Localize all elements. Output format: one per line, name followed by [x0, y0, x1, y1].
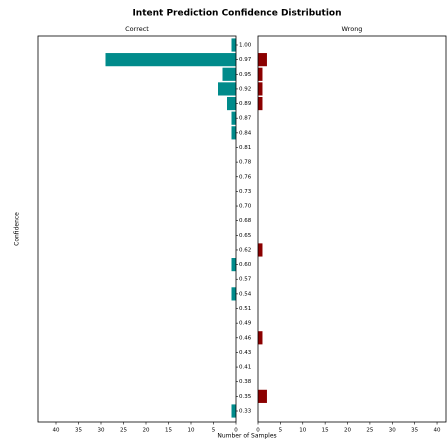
x-tick-label: 5: [212, 428, 216, 434]
y-tick-label: 0.81: [239, 145, 251, 151]
x-tick-label: 35: [75, 428, 82, 434]
x-tick-label: 25: [120, 428, 127, 434]
bar: [258, 243, 263, 257]
y-tick-label: 1.00: [239, 43, 252, 49]
y-tick-label: 0.43: [239, 350, 252, 356]
bar: [258, 82, 263, 96]
bar: [222, 67, 236, 81]
y-tick-label: 0.38: [239, 379, 252, 385]
x-tick-label: 15: [165, 428, 172, 434]
bar: [231, 404, 236, 418]
x-tick-label: 30: [389, 428, 396, 434]
y-tick-label: 0.35: [239, 394, 252, 400]
bar: [258, 67, 263, 81]
x-tick-label: 25: [366, 428, 373, 434]
bar: [231, 287, 236, 301]
bar: [105, 53, 236, 67]
x-axis-label: Number of Samples: [217, 433, 276, 440]
y-tick-label: 0.49: [239, 321, 252, 327]
y-tick-label: 0.33: [239, 409, 252, 415]
panel-title: Wrong: [342, 25, 363, 33]
x-tick-label: 10: [188, 428, 195, 434]
bar: [258, 331, 263, 345]
bar: [258, 96, 263, 111]
bar: [258, 53, 267, 67]
y-tick-label: 0.84: [239, 130, 252, 136]
y-tick-label: 0.89: [239, 101, 252, 107]
bar: [258, 389, 267, 403]
axes-frame: [257, 35, 447, 423]
bar: [231, 126, 236, 140]
x-tick-label: 20: [143, 428, 150, 434]
y-tick-label: 0.73: [239, 189, 252, 195]
x-tick-label: 40: [434, 428, 441, 434]
y-tick-label: 0.51: [239, 306, 251, 312]
y-tick-label: 0.68: [239, 218, 252, 224]
y-tick-label: 0.95: [239, 72, 252, 78]
y-tick-label: 0.92: [239, 86, 251, 92]
y-tick-label: 0.62: [239, 247, 251, 253]
y-tick-label: 0.76: [239, 174, 252, 180]
y-tick-label: 0.41: [239, 365, 251, 371]
bar: [231, 258, 236, 272]
x-tick-label: 30: [98, 428, 105, 434]
x-tick-label: 0: [256, 428, 260, 434]
y-tick-label: 0.78: [239, 160, 252, 166]
x-tick-label: 10: [299, 428, 306, 434]
x-tick-label: 20: [344, 428, 351, 434]
x-tick-label: 35: [411, 428, 418, 434]
x-tick-label: 40: [53, 428, 60, 434]
x-tick-label: 0: [234, 428, 238, 434]
y-tick-label: 0.87: [239, 116, 252, 122]
x-tick-label: 5: [279, 428, 283, 434]
y-tick-label: 0.60: [239, 262, 252, 268]
chart-title: Intent Prediction Confidence Distributio…: [132, 9, 341, 19]
y-tick-label: 0.57: [239, 277, 252, 283]
bar: [231, 38, 236, 52]
y-tick-label: 0.65: [239, 233, 252, 239]
y-tick-label: 0.46: [239, 335, 252, 341]
bar: [227, 96, 236, 111]
y-tick-label: 0.70: [239, 204, 252, 210]
bar: [231, 111, 236, 125]
y-axis-label: Confidence: [14, 212, 21, 246]
x-tick-label: 15: [322, 428, 329, 434]
panel-title: Correct: [125, 25, 149, 33]
y-tick-label: 0.54: [239, 291, 252, 297]
y-tick-label: 0.97: [239, 57, 252, 63]
bar: [218, 82, 236, 96]
axes-frame: [37, 35, 237, 423]
